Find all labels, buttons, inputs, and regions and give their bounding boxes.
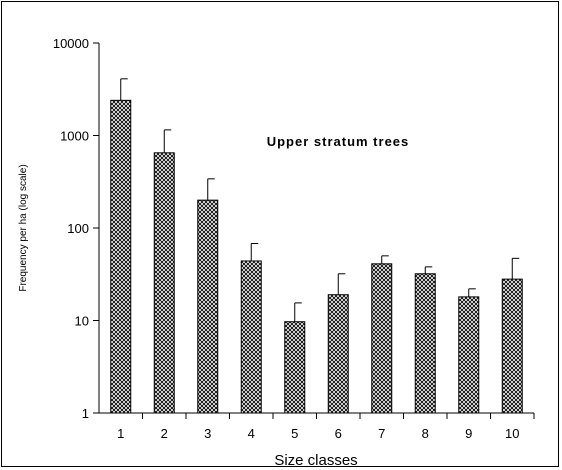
x-tick-label: 2	[161, 426, 168, 441]
bar-size-class-9	[458, 296, 480, 414]
error-bar	[381, 255, 389, 264]
y-axis-ticks: 1 10 100 1000 10000	[53, 36, 99, 421]
error-bar	[250, 242, 259, 261]
x-axis-title: Size classes	[274, 452, 357, 469]
bar-size-class-4	[240, 260, 262, 414]
y-tick-label: 1000	[60, 129, 89, 144]
y-tick-label: 1	[82, 406, 89, 421]
bar-size-class-6	[327, 294, 349, 414]
bar-size-class-8	[414, 273, 436, 414]
error-bar	[511, 257, 520, 280]
bar-size-class-2	[153, 152, 175, 414]
bar-size-class-5	[284, 321, 306, 414]
error-bar	[207, 178, 215, 201]
y-tick-label: 10000	[53, 36, 89, 51]
error-bar	[294, 302, 302, 322]
x-tick-label: 7	[378, 426, 385, 441]
error-bars-layer	[120, 78, 520, 322]
error-bar	[424, 266, 433, 274]
x-axis-ticks: 1 2 3 4 5 6 7 8 9 10	[117, 413, 535, 441]
error-bar	[163, 129, 172, 153]
x-tick-label: 8	[422, 426, 429, 441]
error-bar	[120, 78, 128, 101]
x-tick-label: 5	[291, 426, 298, 441]
bar-size-class-3	[197, 199, 219, 414]
x-tick-label: 1	[117, 426, 124, 441]
x-tick-label: 9	[465, 426, 472, 441]
y-axis-title: Frequency per ha (log scale)	[18, 164, 29, 291]
error-bar	[337, 273, 346, 295]
bar-size-class-7	[371, 263, 393, 414]
x-tick-label: 6	[335, 426, 342, 441]
x-tick-label: 10	[505, 426, 519, 441]
bar-size-class-10	[501, 278, 523, 414]
bar-size-class-1	[110, 99, 132, 414]
y-tick-label: 10	[75, 314, 89, 329]
chart-annotation: Upper stratum trees	[267, 134, 410, 149]
x-tick-label: 4	[248, 426, 255, 441]
error-bar	[468, 288, 476, 297]
x-tick-label: 3	[204, 426, 211, 441]
y-tick-label: 100	[67, 221, 89, 236]
bars-layer	[110, 99, 523, 414]
